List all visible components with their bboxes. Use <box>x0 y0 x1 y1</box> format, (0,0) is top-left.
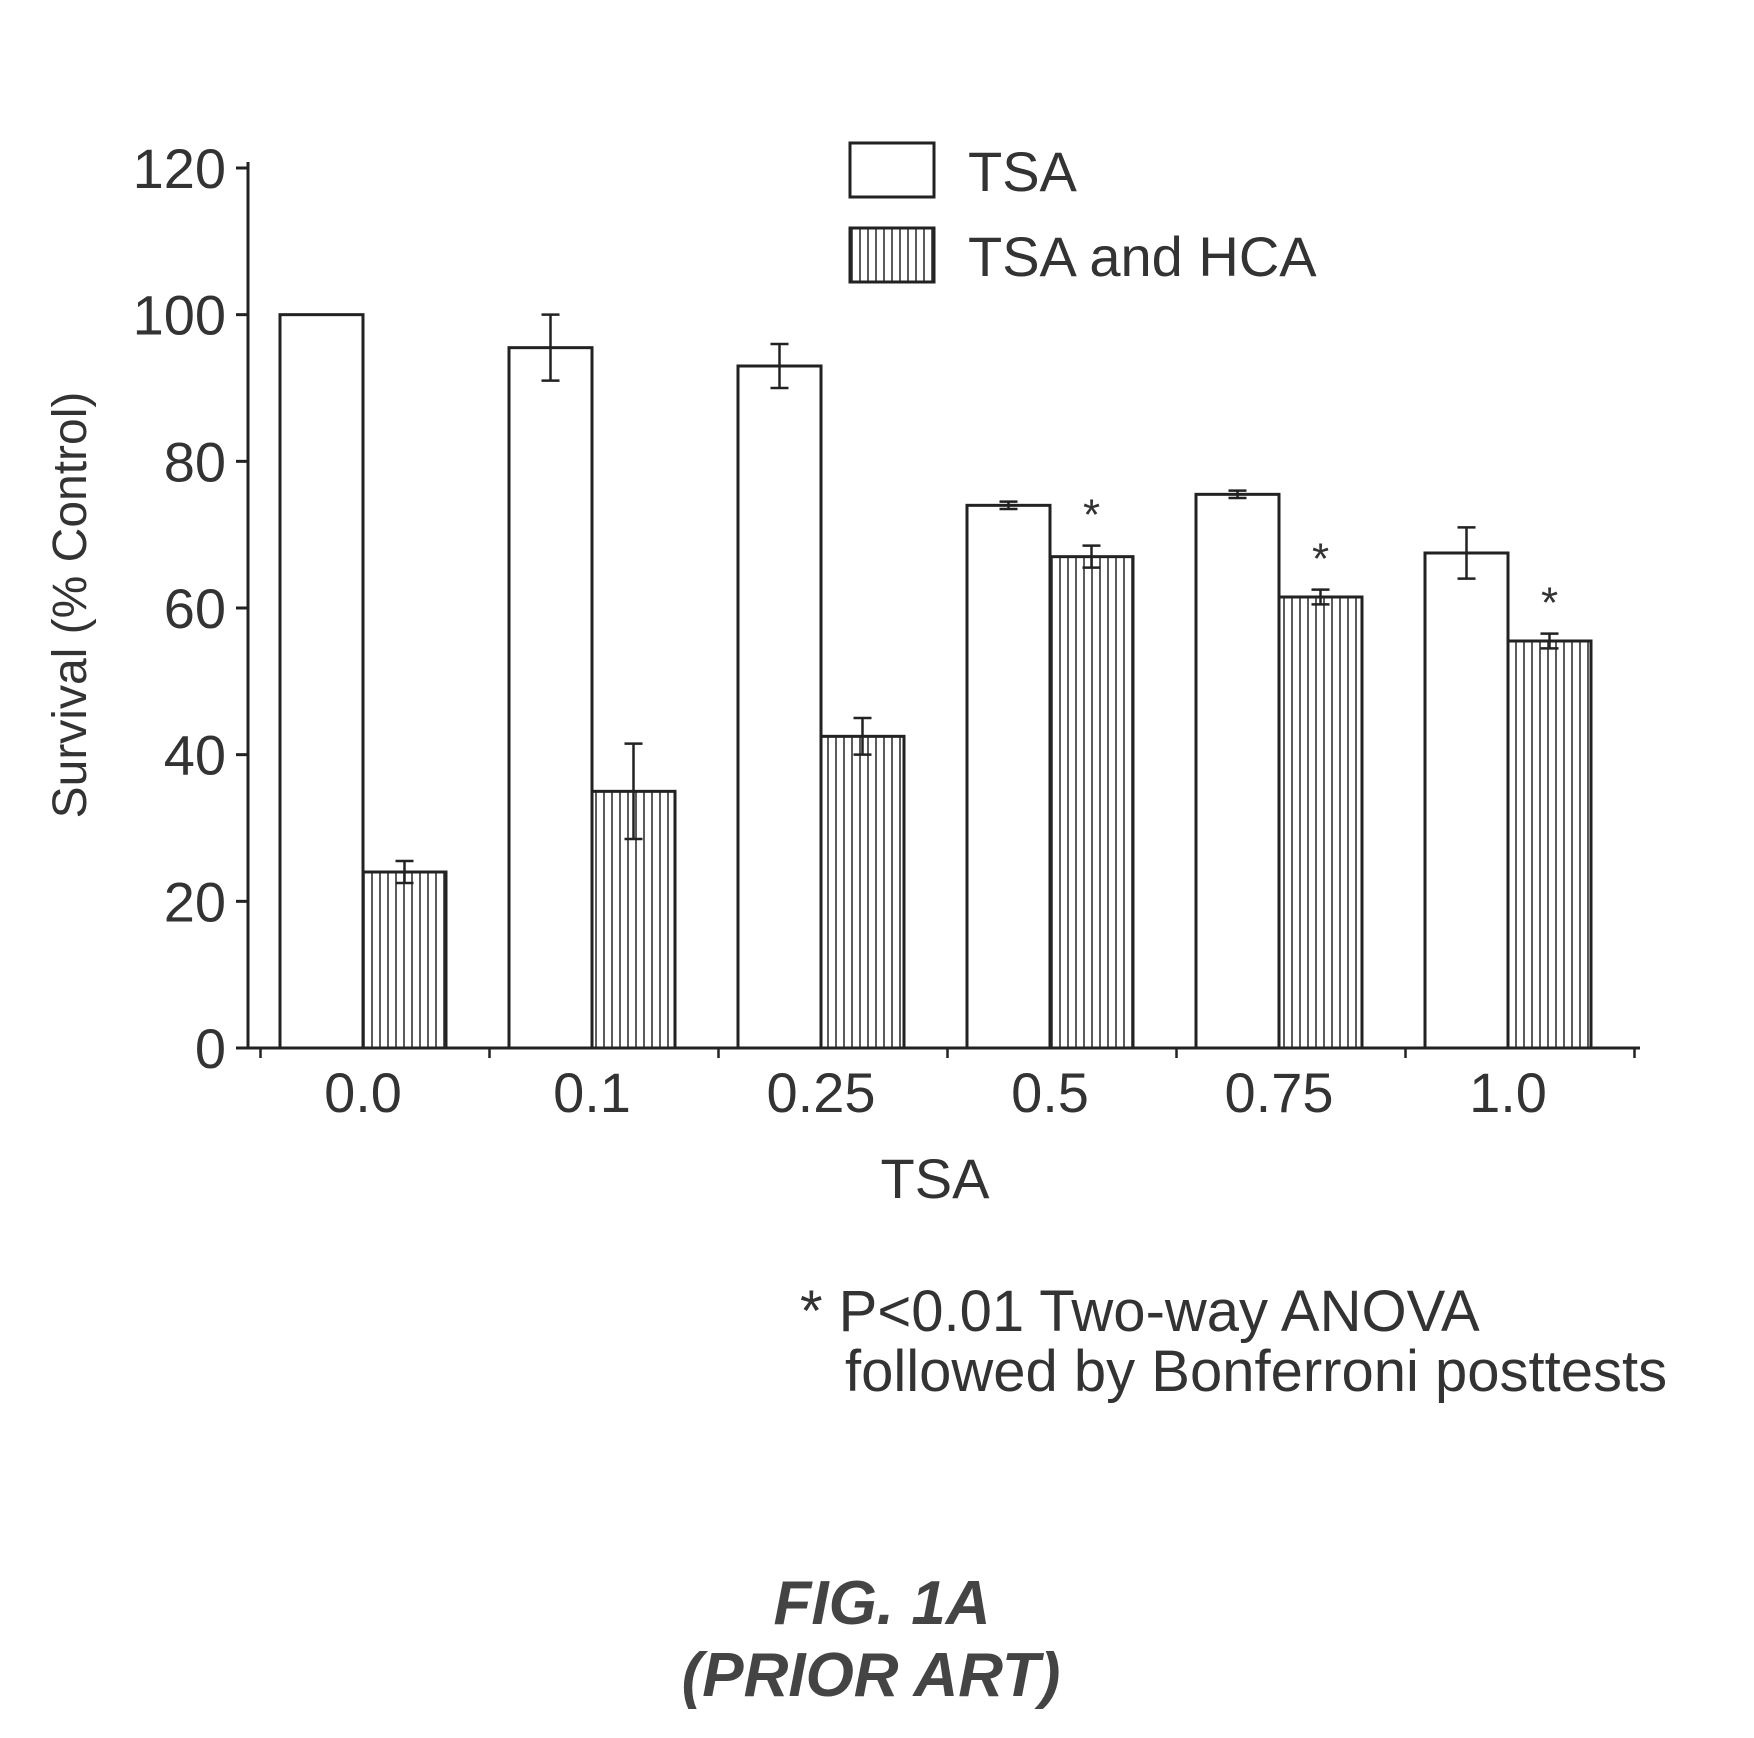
chart-labels: Survival (% Control) TSA <box>44 392 990 1210</box>
significance-note-line2: followed by Bonferroni posttests <box>845 1339 1668 1404</box>
y-tick-label: 100 <box>133 284 226 347</box>
bar-tsa-0.25 <box>736 364 823 1050</box>
bar-tsa-hca-0.75 <box>1277 595 1364 1050</box>
bar-tsa-0.75 <box>1194 492 1281 1050</box>
chart-axes: 0 20 40 60 80 100 120 <box>133 137 1640 1080</box>
legend-item-tsa-hca: TSA and HCA <box>848 225 1317 288</box>
legend-swatch <box>848 141 936 199</box>
significance-marker: * <box>1541 579 1558 628</box>
x-tick-label: 0.0 <box>324 1061 402 1124</box>
x-tick-label: 0.5 <box>1011 1061 1089 1124</box>
bar-tsa-1.0 <box>1423 551 1510 1050</box>
legend-label: TSA <box>968 140 1078 203</box>
error-bar <box>770 342 789 390</box>
y-tick-label: 20 <box>164 870 226 933</box>
x-tick-label: 1.0 <box>1469 1061 1547 1124</box>
y-tick-label: 80 <box>164 430 226 493</box>
chart-bars: 0.0 0.1 0.25 0.5 0.75 1.0 * * * <box>278 313 1593 1124</box>
x-axis-label: TSA <box>881 1147 991 1210</box>
error-bar <box>853 716 872 756</box>
error-bar <box>1082 544 1101 569</box>
legend-swatch <box>848 226 936 284</box>
chart-legend: TSA TSA and HCA <box>848 140 1317 288</box>
x-tick-label: 0.75 <box>1225 1061 1334 1124</box>
y-tick-label: 40 <box>164 724 226 787</box>
y-tick-label: 0 <box>195 1017 226 1080</box>
bar-tsa-hca-1.0 <box>1506 639 1593 1050</box>
significance-note-line1: * P<0.01 Two-way ANOVA <box>800 1279 1480 1344</box>
error-bar <box>1457 526 1476 580</box>
error-bar <box>541 313 560 382</box>
x-tick-label: 0.1 <box>553 1061 631 1124</box>
bar-tsa-0.0 <box>278 313 365 1050</box>
bar-tsa-0.5 <box>965 503 1052 1050</box>
bar-tsa-hca-0.0 <box>361 870 448 1050</box>
bar-tsa-0.1 <box>507 346 594 1050</box>
error-bar <box>1540 632 1559 650</box>
y-tick-label: 120 <box>133 137 226 200</box>
error-bar <box>1228 489 1247 500</box>
error-bar <box>624 742 643 841</box>
bar-tsa-hca-0.25 <box>819 734 906 1050</box>
figure-label: FIG. 1A <box>773 1569 991 1638</box>
error-bar <box>999 500 1018 511</box>
figure-sublabel: (PRIOR ART) <box>681 1641 1061 1710</box>
error-bar <box>1311 588 1330 606</box>
x-tick-label: 0.25 <box>767 1061 876 1124</box>
y-axis-label: Survival (% Control) <box>44 392 97 819</box>
significance-marker: * <box>1312 535 1329 584</box>
y-tick-label: 60 <box>164 577 226 640</box>
legend-item-tsa: TSA <box>848 140 1078 203</box>
significance-marker: * <box>1083 491 1100 540</box>
error-bar <box>395 859 414 885</box>
bar-tsa-hca-0.5 <box>1048 555 1135 1050</box>
legend-label: TSA and HCA <box>968 225 1317 288</box>
